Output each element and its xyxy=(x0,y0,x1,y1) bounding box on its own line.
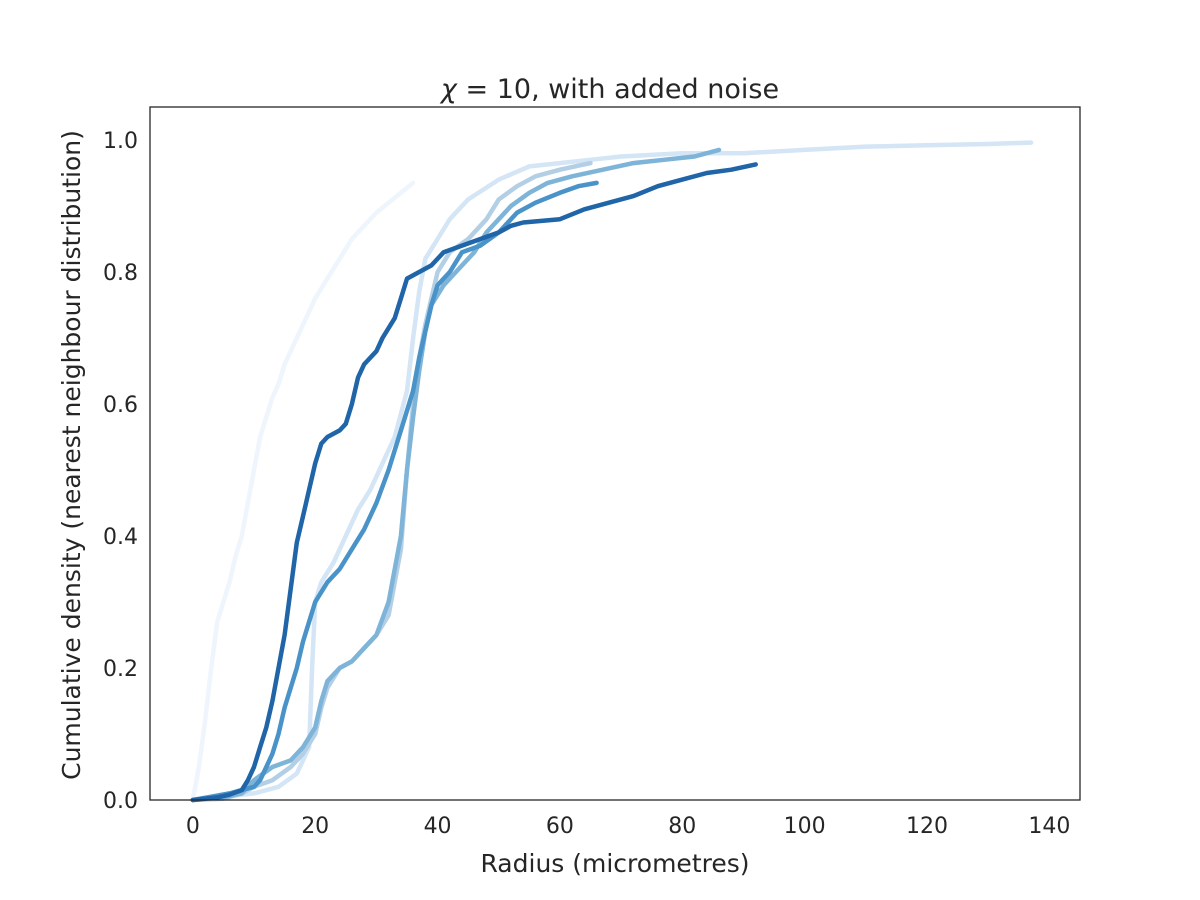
x-tick-label: 40 xyxy=(424,814,452,839)
series-line-5 xyxy=(190,180,599,803)
x-tick-label: 0 xyxy=(186,814,200,839)
series-layer xyxy=(190,140,1034,803)
series-line-4 xyxy=(190,147,722,803)
series-line-6 xyxy=(190,162,758,803)
x-tick-label: 100 xyxy=(784,814,826,839)
x-tick-label: 60 xyxy=(546,814,574,839)
chart-title: χ = 10, with added noise xyxy=(439,74,779,105)
x-axis-label: Radius (micrometres) xyxy=(480,849,749,878)
y-tick-labels: 0.0 0.2 0.4 0.6 0.8 1.0 xyxy=(103,129,138,814)
y-tick-label: 0.8 xyxy=(103,261,138,286)
y-tick-label: 0.2 xyxy=(103,657,138,682)
x-tick-label: 140 xyxy=(1028,814,1070,839)
y-tick-label: 0.4 xyxy=(103,525,138,550)
series-line-2 xyxy=(190,140,1034,803)
plot-frame xyxy=(149,106,1081,801)
x-tick-labels: 0 20 40 60 80 100 120 140 xyxy=(186,814,1071,839)
series-line-1 xyxy=(190,180,416,803)
y-tick-label: 0.0 xyxy=(103,789,138,814)
y-axis-label: Cumulative density (nearest neighbour di… xyxy=(57,130,86,780)
y-tick-label: 0.6 xyxy=(103,393,138,418)
x-tick-label: 80 xyxy=(668,814,696,839)
series-line-3 xyxy=(190,160,593,803)
x-tick-label: 20 xyxy=(301,814,329,839)
y-tick-label: 1.0 xyxy=(103,129,138,154)
x-tick-label: 120 xyxy=(906,814,948,839)
